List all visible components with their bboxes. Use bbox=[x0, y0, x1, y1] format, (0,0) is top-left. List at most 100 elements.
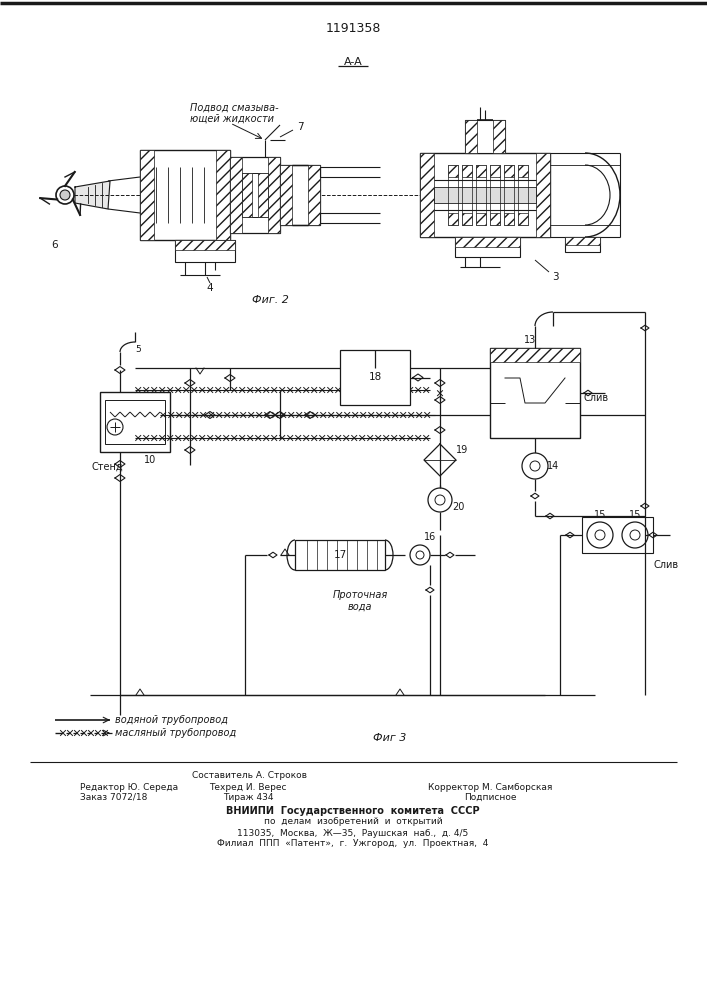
Text: 5: 5 bbox=[135, 346, 141, 355]
Bar bbox=[476, 213, 486, 225]
Bar bbox=[268, 157, 280, 233]
Bar bbox=[242, 173, 252, 217]
Bar bbox=[518, 165, 528, 225]
Text: 3: 3 bbox=[551, 272, 559, 282]
Bar bbox=[504, 213, 514, 225]
Circle shape bbox=[428, 488, 452, 512]
Text: 7: 7 bbox=[297, 122, 303, 132]
Text: Тираж 434: Тираж 434 bbox=[223, 792, 273, 802]
Text: 4: 4 bbox=[206, 283, 214, 293]
Bar bbox=[448, 165, 458, 225]
Text: 1191358: 1191358 bbox=[325, 21, 380, 34]
Circle shape bbox=[587, 522, 613, 548]
Text: 18: 18 bbox=[368, 372, 382, 382]
Bar bbox=[216, 150, 230, 240]
Text: Слив: Слив bbox=[583, 393, 608, 403]
Text: ВНИИПИ  Государственного  комитета  СССР: ВНИИПИ Государственного комитета СССР bbox=[226, 806, 480, 816]
Circle shape bbox=[60, 190, 70, 200]
Bar bbox=[455, 237, 520, 247]
Bar bbox=[420, 153, 550, 237]
Circle shape bbox=[530, 461, 540, 471]
Circle shape bbox=[56, 186, 74, 204]
Bar bbox=[340, 350, 410, 405]
Text: Подвод смазыва-
ющей жидкости: Подвод смазыва- ющей жидкости bbox=[190, 102, 279, 124]
Text: 14: 14 bbox=[547, 461, 559, 471]
Bar bbox=[490, 348, 580, 362]
Text: 20: 20 bbox=[452, 502, 464, 512]
Circle shape bbox=[622, 522, 648, 548]
Text: Техред И. Верес: Техред И. Верес bbox=[209, 782, 287, 792]
Bar bbox=[536, 153, 550, 237]
Bar bbox=[280, 165, 292, 225]
Bar bbox=[490, 165, 500, 177]
Bar bbox=[140, 150, 230, 240]
Bar bbox=[175, 240, 235, 262]
Text: 19: 19 bbox=[456, 445, 468, 455]
Bar bbox=[230, 157, 280, 233]
Text: Филиал  ППП  «Патент»,  г.  Ужгород,  ул.  Проектная,  4: Филиал ППП «Патент», г. Ужгород, ул. Про… bbox=[217, 840, 489, 848]
Text: Фиг 3: Фиг 3 bbox=[373, 733, 407, 743]
Bar bbox=[175, 240, 235, 250]
Text: 113035,  Москва,  Ж—35,  Раушская  наб.,  д. 4/5: 113035, Москва, Ж—35, Раушская наб., д. … bbox=[238, 828, 469, 838]
Bar bbox=[100, 392, 170, 452]
Bar bbox=[582, 517, 653, 553]
Text: Составитель А. Строков: Составитель А. Строков bbox=[192, 770, 308, 780]
Circle shape bbox=[410, 545, 430, 565]
Bar bbox=[462, 165, 472, 225]
Text: масляный трубопровод: масляный трубопровод bbox=[115, 728, 236, 738]
Text: 13: 13 bbox=[524, 335, 536, 345]
Bar bbox=[476, 165, 486, 225]
Bar bbox=[504, 165, 514, 225]
Circle shape bbox=[522, 453, 548, 479]
Text: водяной трубопровод: водяной трубопровод bbox=[115, 715, 228, 725]
Text: 6: 6 bbox=[52, 240, 58, 250]
Text: Стенд: Стенд bbox=[92, 462, 124, 472]
Circle shape bbox=[630, 530, 640, 540]
Text: Проточная
вода: Проточная вода bbox=[332, 590, 387, 612]
Polygon shape bbox=[75, 181, 110, 209]
Text: 17: 17 bbox=[334, 550, 346, 560]
Bar bbox=[280, 165, 320, 225]
Text: Заказ 7072/18: Заказ 7072/18 bbox=[80, 792, 147, 802]
Bar bbox=[242, 173, 268, 217]
Text: Редактор Ю. Середа: Редактор Ю. Середа bbox=[80, 782, 178, 792]
Bar bbox=[518, 165, 528, 177]
Bar bbox=[490, 165, 500, 225]
Bar bbox=[308, 165, 320, 225]
Circle shape bbox=[435, 495, 445, 505]
Text: Подписное: Подписное bbox=[464, 792, 516, 802]
Bar bbox=[565, 237, 600, 245]
Bar bbox=[434, 187, 536, 203]
Bar bbox=[448, 213, 458, 225]
Text: Фиг. 2: Фиг. 2 bbox=[252, 295, 288, 305]
Circle shape bbox=[595, 530, 605, 540]
Text: 16: 16 bbox=[424, 532, 436, 542]
Bar bbox=[140, 150, 154, 240]
Text: по  делам  изобретений  и  открытий: по делам изобретений и открытий bbox=[264, 818, 443, 826]
Bar bbox=[490, 348, 580, 438]
Text: 10: 10 bbox=[144, 455, 156, 465]
Bar bbox=[105, 400, 165, 444]
Bar bbox=[462, 165, 472, 177]
Bar bbox=[455, 237, 520, 257]
Text: Корректор М. Самборская: Корректор М. Самборская bbox=[428, 782, 552, 792]
Bar bbox=[465, 120, 505, 153]
Text: Слив: Слив bbox=[653, 560, 678, 570]
Bar bbox=[476, 165, 486, 177]
Bar bbox=[420, 153, 434, 237]
Text: 15: 15 bbox=[594, 510, 606, 520]
Text: 15: 15 bbox=[629, 510, 641, 520]
Bar bbox=[504, 165, 514, 177]
Polygon shape bbox=[505, 362, 565, 403]
Bar bbox=[295, 540, 385, 570]
Bar bbox=[258, 173, 268, 217]
Bar bbox=[490, 213, 500, 225]
Bar bbox=[230, 157, 242, 233]
Bar bbox=[565, 237, 600, 252]
Text: A-A: A-A bbox=[344, 57, 363, 67]
Bar bbox=[465, 120, 477, 153]
Bar bbox=[448, 165, 458, 177]
Bar bbox=[493, 120, 505, 153]
Bar bbox=[518, 213, 528, 225]
Bar bbox=[462, 213, 472, 225]
